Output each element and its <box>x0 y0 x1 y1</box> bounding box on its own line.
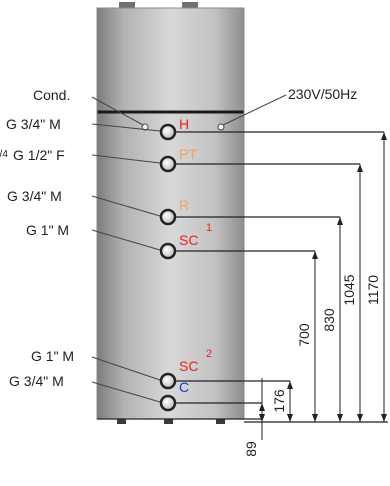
label-conn-pt: G 1/2" F <box>13 147 65 163</box>
arrow-1170-bottom <box>381 414 387 422</box>
port-r <box>159 208 177 226</box>
arrow-700-bottom <box>312 414 318 422</box>
leader-cond <box>91 96 144 126</box>
label-conn-sc1: G 1" M <box>26 222 69 238</box>
arrow-1045-top <box>357 164 363 172</box>
arrow-89-top <box>259 403 265 411</box>
dim-label-176: 176 <box>271 389 287 413</box>
port-h <box>159 123 177 141</box>
dim-label-830: 830 <box>321 308 337 332</box>
code-sc1-sup: 1 <box>206 222 212 234</box>
tank-top-cap <box>97 8 244 112</box>
label-conn-pt-prefix: 1/4 <box>0 149 8 160</box>
arrow-89-bottom <box>259 414 265 422</box>
dim-label-1045: 1045 <box>341 274 357 305</box>
foot-right <box>216 419 225 424</box>
ports <box>159 123 177 412</box>
label-conn-c: G 3/4" M <box>9 373 64 389</box>
label-conn-h: G 3/4" M <box>6 116 61 132</box>
arrow-700-top <box>312 251 318 259</box>
port-pt <box>159 155 177 173</box>
label-power: 230V/50Hz <box>288 86 357 102</box>
foot-left <box>117 419 126 424</box>
power-entry-icon <box>217 123 225 131</box>
top-fitting-left <box>119 2 135 10</box>
arrow-830-top <box>337 217 343 225</box>
leader-h <box>91 123 161 132</box>
port-sc1 <box>159 242 177 260</box>
arrow-830-bottom <box>337 414 343 422</box>
leader-power <box>222 94 287 126</box>
leader-pt <box>91 154 161 164</box>
dim-label-700: 700 <box>296 323 312 347</box>
code-r: R <box>179 197 189 213</box>
leader-sc2 <box>91 356 161 381</box>
label-cond: Cond. <box>33 87 70 103</box>
arrow-1045-bottom <box>357 414 363 422</box>
code-sc1: SC <box>179 232 198 248</box>
code-pt: PT <box>179 146 197 162</box>
dim-label-1170: 1170 <box>365 275 381 305</box>
label-conn-r: G 3/4" M <box>7 188 62 204</box>
arrow-176-top <box>287 381 293 389</box>
code-sc2: SC <box>179 358 198 374</box>
code-c: C <box>179 379 189 395</box>
code-h: H <box>179 116 189 132</box>
arrow-1170-top <box>381 132 387 140</box>
dim-label-89: 89 <box>243 441 259 457</box>
arrow-176-bottom <box>287 414 293 422</box>
label-conn-sc2: G 1" M <box>31 348 74 364</box>
leader-c <box>91 381 161 403</box>
top-fitting-right <box>182 2 198 10</box>
port-sc2 <box>159 372 177 390</box>
port-c <box>159 394 177 412</box>
condensate-port-icon <box>141 123 149 131</box>
foot-middle <box>164 419 173 424</box>
leader-sc1 <box>91 229 161 251</box>
code-sc2-sup: 2 <box>206 348 212 360</box>
leader-r <box>91 195 161 217</box>
